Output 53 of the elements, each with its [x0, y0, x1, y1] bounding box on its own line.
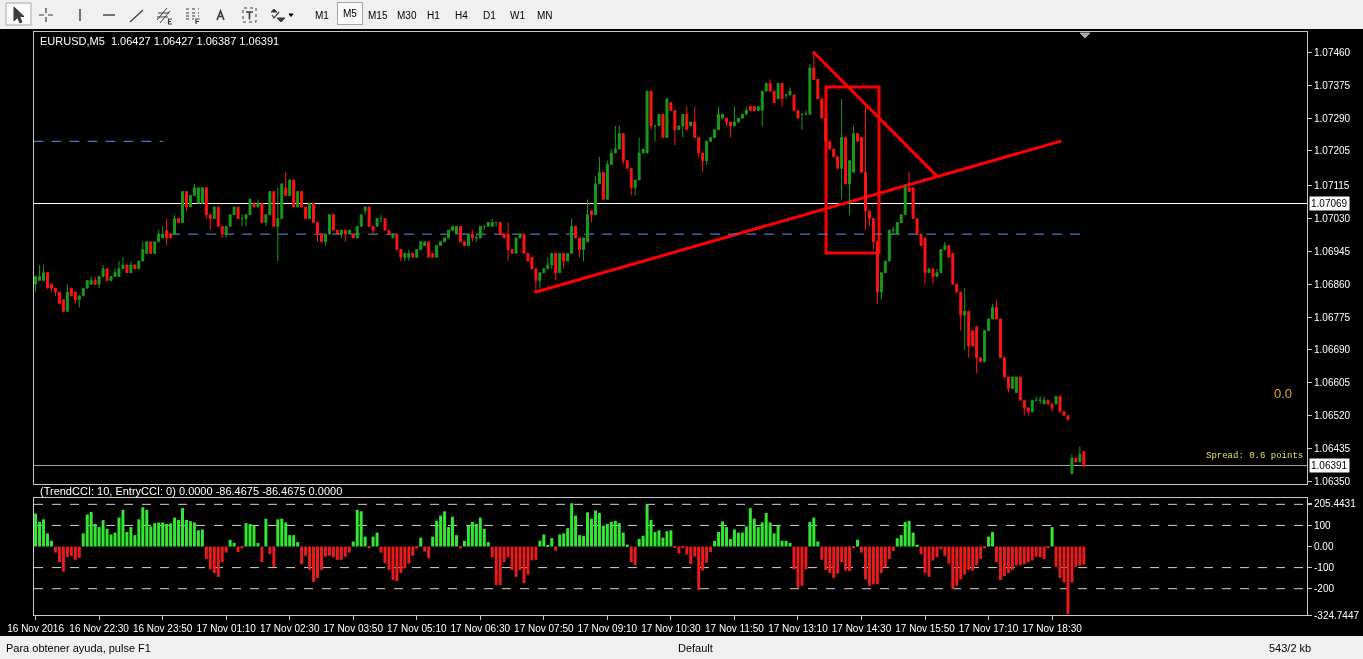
y-tick-label: 205.4431 — [1314, 497, 1357, 509]
y-tick-label: -100 — [1314, 562, 1335, 574]
x-tick-label: 17 Nov 10:30 — [641, 623, 702, 634]
y-tick-label: 1.06435 — [1314, 442, 1351, 454]
y-tick-label: 1.06350 — [1314, 475, 1351, 487]
y-tick-label: 1.07460 — [1314, 46, 1351, 58]
text: M15 — [368, 10, 388, 21]
text: D1 — [483, 10, 497, 21]
x-tick-label: 16 Nov 23:50 — [132, 623, 193, 634]
text: M30 — [397, 10, 417, 21]
text: Default — [678, 642, 713, 654]
annotation: 0.0 — [1274, 386, 1293, 401]
text: M1 — [315, 10, 330, 21]
y-tick-label: 0.00 — [1314, 541, 1334, 553]
x-tick-label: 17 Nov 02:30 — [259, 623, 320, 634]
y-tick-label: 1.07375 — [1314, 79, 1351, 91]
x-tick-label: 17 Nov 01:10 — [196, 623, 257, 634]
text: Para obtener ayuda, pulse F1 — [6, 642, 151, 654]
x-tick-label: 17 Nov 06:30 — [450, 623, 511, 634]
y-tick-label: 1.06945 — [1314, 245, 1351, 257]
text: H1 — [427, 10, 441, 21]
button: M5 — [337, 2, 363, 25]
x-tick-label: 17 Nov 13:10 — [768, 623, 829, 634]
x-tick-label: 17 Nov 17:10 — [958, 623, 1019, 634]
y-tick-label: 1.06520 — [1314, 410, 1351, 422]
y-tick-label: 1.07290 — [1314, 112, 1351, 124]
y-tick-label: 1.06860 — [1314, 278, 1351, 290]
chart-title: (TrendCCI: 10, EntryCCI: 0) 0.0000 -86.4675 -86.4675 0.0000 — [40, 485, 343, 497]
text: 543/2 kb — [1269, 642, 1312, 654]
annotation: Spread: 0.6 points — [1206, 451, 1304, 461]
x-tick-label: 17 Nov 11:50 — [705, 623, 765, 634]
x-tick-label: 17 Nov 14:30 — [831, 623, 892, 634]
y-tick-label: -200 — [1314, 583, 1335, 595]
x-tick-label: 17 Nov 09:10 — [577, 623, 638, 634]
y-tick-label: 1.06690 — [1314, 344, 1351, 356]
text: W1 — [510, 10, 526, 21]
x-tick-label: 17 Nov 07:50 — [514, 623, 575, 634]
y-tick-label: 1.06775 — [1314, 311, 1351, 323]
chart-title: EURUSD,M5 1.06427 1.06427 1.06387 1.06391 — [40, 35, 280, 47]
x-tick-label: 17 Nov 15:50 — [895, 623, 956, 634]
x-tick-label: 16 Nov 2016 — [7, 623, 65, 634]
x-tick-label: 17 Nov 03:50 — [323, 623, 384, 634]
y-tick-label: 1.07030 — [1314, 213, 1351, 225]
text: H4 — [455, 10, 469, 21]
x-tick-label: 17 Nov 05:10 — [387, 623, 447, 634]
y-tick-label: 1.07205 — [1314, 145, 1351, 157]
text: MN — [537, 10, 553, 21]
y-tick-label: 1.06605 — [1314, 377, 1351, 389]
y-tick-label: 100 — [1314, 519, 1332, 531]
x-tick-label: 16 Nov 22:30 — [69, 623, 130, 634]
y-tick-label: 1.07115 — [1314, 180, 1350, 192]
x-tick-label: 17 Nov 18:30 — [1022, 623, 1083, 634]
y-tick-label: -324.7447 — [1314, 609, 1360, 621]
